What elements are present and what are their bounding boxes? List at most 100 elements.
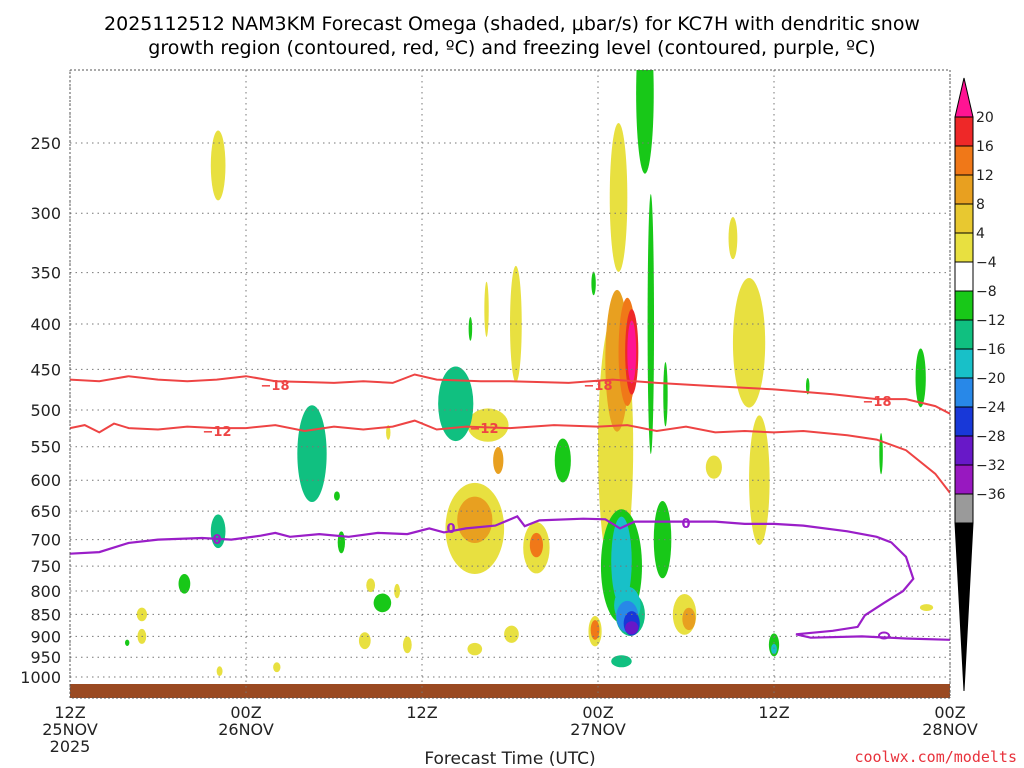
colorbar-label-5: −4 [976,255,997,271]
omega-cell-0 [210,130,226,201]
omega-cell-33 [609,123,628,272]
omega-cell-60 [771,643,777,655]
x-tick-label-12h-2: 26NOV [218,720,274,739]
omega-cell-23 [457,496,493,544]
omega-cell-62 [879,432,883,475]
colorbar-label-8: −16 [976,342,1006,358]
colorbar-label-0: 20 [976,110,994,126]
omega-cell-64 [919,604,934,611]
colorbar-label-10: −24 [976,400,1006,416]
freezing-level-label-b: 0 [446,522,455,537]
y-tick-label-300: 300 [30,204,61,223]
y-tick-label-900: 900 [30,627,61,646]
y-tick-label-750: 750 [30,557,61,576]
y-tick-label-800: 800 [30,582,61,601]
x-axis-label: Forecast Time (UTC) [424,749,595,768]
chart-title-line-1: 2025112512 NAM3KM Forecast Omega (shaded… [104,13,920,35]
colorbar-segment-6 [954,261,974,292]
colorbar-segment-13 [954,464,974,495]
omega-cell-31 [554,438,571,483]
omega-cell-16 [402,636,412,654]
colorbar-segment-4 [954,203,974,234]
omega-cell-7 [125,639,130,646]
colorbar-segment-9 [954,348,974,379]
colorbar-segment-1 [954,116,974,147]
x-tick-label-0h-3: 2025 [50,737,91,756]
contour-label-minus18-b: −18 [584,379,613,394]
colorbar-label-6: −8 [976,284,997,300]
freezing-level-label-c: 0 [681,517,690,532]
omega-cell-43 [611,516,632,606]
isotherm-minus18-line [70,373,950,415]
colorbar-segment-5 [954,232,974,263]
omega-cell-14 [373,593,392,613]
colorbar-label-3: 8 [976,197,985,213]
omega-cell-58 [749,415,770,546]
omega-cell-30 [504,625,519,643]
plot-frame [69,69,951,699]
colorbar-segment-8 [954,319,974,350]
contour-label-minus12-b: −12 [470,422,499,437]
contour-label-minus18-c: −18 [863,395,892,410]
omega-cell-4 [178,573,191,594]
omega-cell-61 [805,377,810,395]
colorbar-label-12: −32 [976,458,1006,474]
contour-label-minus18-a: −18 [261,379,290,394]
omega-cell-15 [394,583,401,599]
y-axis-ticks: 250 300 350 400 450 500 550 600 650 700 750 800 850 9… [20,134,61,687]
isotherm-contours [70,373,950,641]
omega-cell-49 [647,194,655,454]
y-tick-label-950: 950 [30,648,61,667]
colorbar-segment-12 [954,435,974,466]
freezing-level-line [70,515,950,641]
x-tick-label-60h-2: 28NOV [922,720,978,739]
x-tick-label-24h-1: 12Z [406,703,437,722]
colorbar-top-arrow [954,77,974,118]
y-tick-label-550: 550 [30,438,61,457]
omega-cell-17 [386,425,391,440]
y-tick-label-1000: 1000 [20,668,61,687]
omega-cell-63 [915,348,926,408]
omega-cell-25 [493,446,504,474]
colorbar-segment-7 [954,290,974,321]
colorbar-segment-2 [954,145,974,176]
y-tick-label-500: 500 [30,401,61,420]
colorbar-label-9: −20 [976,371,1006,387]
freezing-level-loop [878,631,890,640]
omega-cell-48 [611,655,632,668]
omega-cell-10 [334,491,340,501]
omega-cell-38 [627,320,637,384]
grid-lines [69,70,951,698]
y-tick-label-700: 700 [30,531,61,550]
colorbar-bottom-arrow [954,522,974,692]
omega-cell-57 [732,278,766,408]
colorbar-label-7: −12 [976,313,1006,329]
omega-cell-13 [358,632,371,650]
omega-cell-21 [484,281,489,337]
omega-cell-8 [216,666,223,677]
colorbar-segment-3 [954,174,974,205]
x-tick-label-12h-1: 00Z [230,703,261,722]
omega-cell-29 [529,532,544,558]
x-tick-label-36h-2: 27NOV [570,720,626,739]
omega-cell-32 [591,271,596,296]
chart-title-line-2: growth region (contoured, red, ºC) and f… [148,37,875,59]
y-tick-label-250: 250 [30,134,61,153]
colorbar-segment-14 [954,493,974,524]
y-tick-label-450: 450 [30,360,61,379]
omega-cell-40 [590,620,600,640]
y-tick-label-650: 650 [30,502,61,521]
omega-cell-55 [705,455,722,479]
omega-cell-50 [636,70,654,174]
ground-terrain [70,684,950,698]
x-tick-label-48h-1: 12Z [758,703,789,722]
y-tick-label-850: 850 [30,605,61,624]
y-tick-label-350: 350 [30,264,61,283]
omega-cell-56 [728,217,738,260]
colorbar-segment-11 [954,406,974,437]
omega-cell-24 [467,408,509,442]
colorbar-label-4: 4 [976,226,985,242]
x-tick-label-0h-1: 12Z [54,703,85,722]
